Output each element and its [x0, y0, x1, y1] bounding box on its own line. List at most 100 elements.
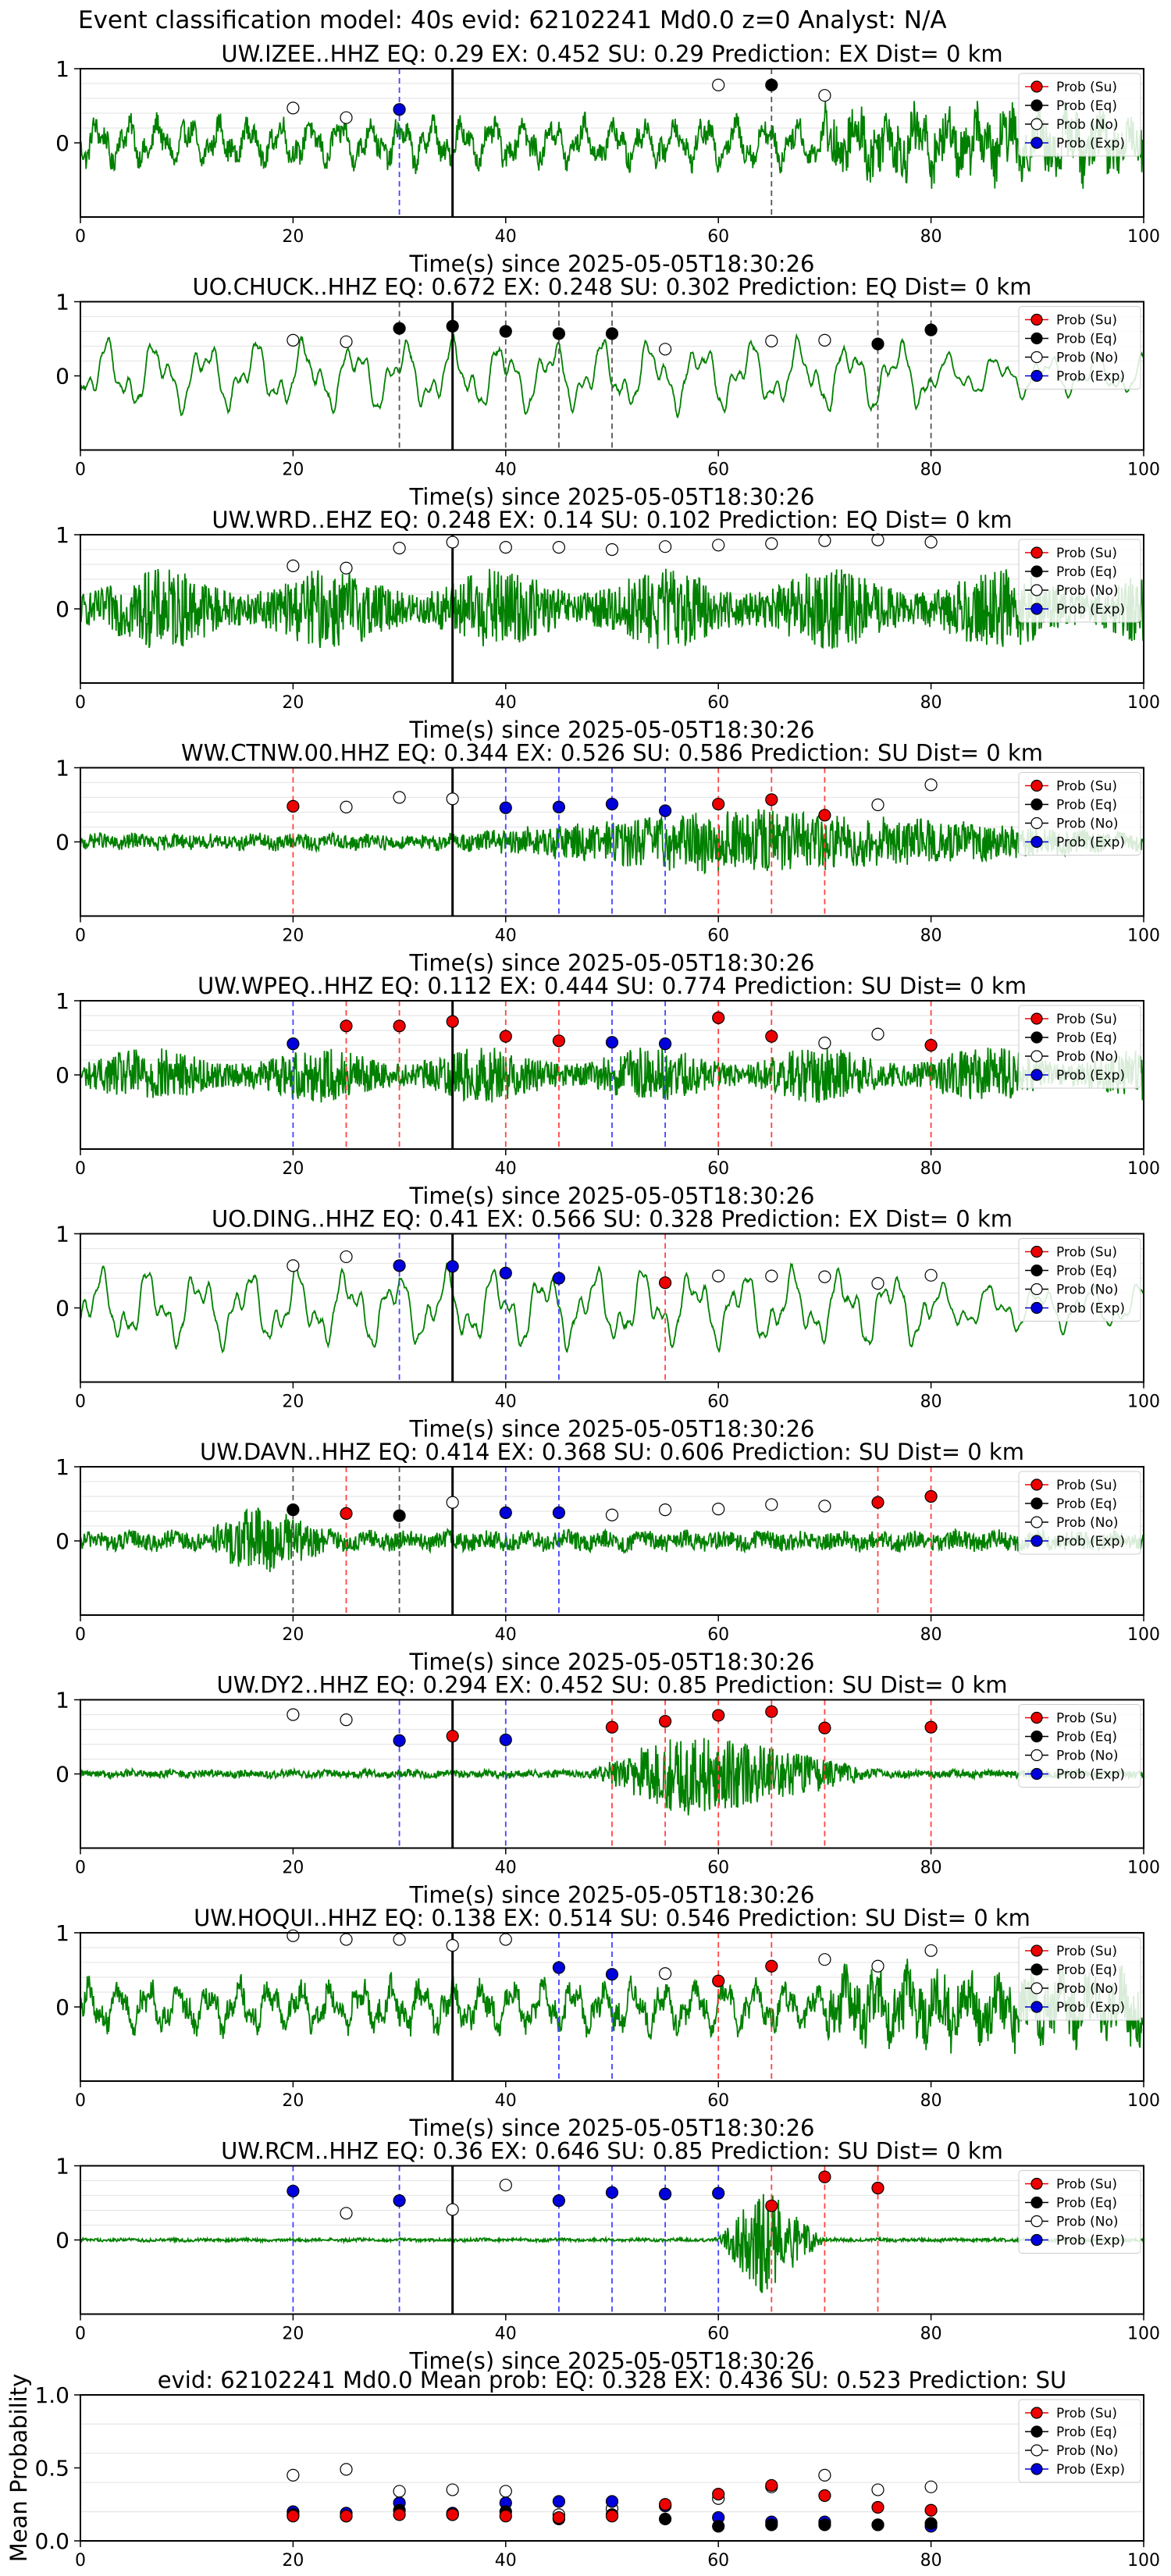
- prob-point-exp: [499, 801, 512, 814]
- legend-label: Prob (Su): [1056, 1012, 1117, 1027]
- prob-point-eq: [765, 78, 778, 92]
- legend-label: Prob (Eq): [1056, 1730, 1117, 1745]
- x-tick-label: 80: [920, 1159, 942, 1179]
- legend-marker-exp: [1030, 2233, 1043, 2247]
- x-tick-label: 20: [282, 693, 304, 713]
- prob-point-no: [287, 1929, 300, 1942]
- subplot-2: UW.WRD..EHZ EQ: 0.248 EX: 0.14 SU: 0.102…: [55, 507, 1160, 743]
- subplot-title: UW.DY2..HHZ EQ: 0.294 EX: 0.452 SU: 0.85…: [216, 1672, 1007, 1699]
- x-tick-label: 0: [75, 2325, 86, 2344]
- legend-label: Prob (No): [1056, 1981, 1119, 1997]
- prob-point-exp: [605, 797, 619, 811]
- x-axis-label: Time(s) since 2025-05-05T18:30:26: [409, 1649, 815, 1675]
- legend-box: [1018, 1238, 1141, 1322]
- prob-point-no: [924, 535, 938, 549]
- legend-label: Prob (Eq): [1056, 332, 1117, 347]
- prob-point-exp: [393, 2194, 406, 2208]
- legend-marker-no: [1030, 1982, 1043, 1994]
- prob-point-su: [552, 2510, 566, 2524]
- prob-point-su: [605, 2510, 619, 2523]
- subplot-3: WW.CTNW.00.HHZ EQ: 0.344 EX: 0.526 SU: 0…: [55, 740, 1160, 977]
- legend-label: Prob (No): [1056, 817, 1119, 832]
- x-tick-label: 40: [495, 927, 517, 946]
- y-tick-label: 0: [55, 364, 69, 390]
- waveform-trace: [80, 568, 1144, 649]
- legend-marker-no: [1030, 2444, 1043, 2457]
- subplot-5: UO.DING..HHZ EQ: 0.41 EX: 0.566 SU: 0.32…: [55, 1206, 1160, 1443]
- prob-point-exp: [658, 2187, 672, 2201]
- legend-marker-su: [1030, 1245, 1043, 1258]
- prob-point-no: [871, 1959, 884, 1973]
- prob-point-exp: [287, 2184, 300, 2197]
- legend: Prob (Su) Prob (Eq) Prob (No) Prob (Exp): [1018, 1471, 1141, 1555]
- y-tick-label: 1: [55, 56, 69, 82]
- legend-marker-su: [1030, 1012, 1043, 1025]
- prob-point-no: [765, 1269, 778, 1283]
- legend-marker-eq: [1030, 332, 1043, 345]
- y-tick-label: 1: [55, 522, 69, 548]
- x-tick-label: 60: [707, 693, 729, 713]
- legend: Prob (Su) Prob (Eq) Prob (No) Prob (Exp): [1018, 2399, 1141, 2483]
- waveform-trace: [80, 809, 1144, 875]
- subplot-title: UW.IZEE..HHZ EQ: 0.29 EX: 0.452 SU: 0.29…: [221, 41, 1002, 67]
- y-tick-label: 0: [55, 596, 69, 622]
- prob-point-su: [712, 797, 725, 811]
- x-tick-label: 100: [1127, 2091, 1160, 2111]
- prob-point-eq: [765, 2518, 778, 2532]
- legend-marker-eq: [1030, 1963, 1043, 1976]
- legend-box: [1018, 306, 1141, 390]
- legend-marker-su: [1030, 313, 1043, 326]
- x-tick-label: 100: [1127, 2325, 1160, 2344]
- prob-point-su: [712, 1709, 725, 1722]
- legend-label: Prob (Eq): [1056, 1030, 1117, 1046]
- legend: Prob (Su) Prob (Eq) Prob (No) Prob (Exp): [1018, 539, 1141, 623]
- legend-label: Prob (Su): [1056, 1711, 1117, 1727]
- legend-box: [1018, 2399, 1141, 2483]
- x-tick-label: 20: [282, 1393, 304, 1412]
- prob-point-su: [871, 1496, 884, 1509]
- prob-point-exp: [712, 2186, 725, 2200]
- subplot-title: UW.WRD..EHZ EQ: 0.248 EX: 0.14 SU: 0.102…: [212, 507, 1012, 533]
- prob-point-no: [924, 1268, 938, 1282]
- y-tick-label: 1.0: [34, 2382, 69, 2408]
- prob-point-eq: [499, 325, 512, 338]
- prob-point-no: [765, 334, 778, 347]
- x-tick-label: 60: [707, 2325, 729, 2344]
- x-axis-label: Time(s) since 2025-05-05T18:30:26: [409, 251, 815, 277]
- legend-label: Prob (Exp): [1056, 2000, 1125, 2016]
- x-tick-label: 100: [1127, 227, 1160, 247]
- legend-label: Prob (Eq): [1056, 2425, 1117, 2440]
- prob-point-eq: [924, 323, 938, 336]
- x-axis-label: Time(s) since 2025-05-05T18:30:26: [409, 2348, 815, 2375]
- prob-point-su: [658, 1714, 672, 1728]
- legend-marker-exp: [1030, 1301, 1043, 1315]
- x-tick-label: 0: [75, 227, 86, 247]
- x-tick-label: 0: [75, 1859, 86, 1878]
- y-tick-label: 0: [55, 1994, 69, 2020]
- legend-label: Prob (Eq): [1056, 2196, 1117, 2211]
- waveform-trace: [80, 2194, 1144, 2294]
- prob-point-no: [765, 537, 778, 550]
- prob-point-exp: [658, 1037, 672, 1051]
- prob-point-exp: [499, 1733, 512, 1746]
- prob-point-su: [712, 1011, 725, 1024]
- prob-point-no: [446, 1939, 459, 1952]
- prob-point-exp: [605, 2495, 619, 2508]
- subplot-4: UW.WPEQ..HHZ EQ: 0.112 EX: 0.444 SU: 0.7…: [55, 973, 1160, 1209]
- legend-label: Prob (Su): [1056, 313, 1117, 329]
- legend-marker-su: [1030, 2407, 1043, 2419]
- legend-marker-su: [1030, 779, 1043, 792]
- legend-label: Prob (Exp): [1056, 136, 1125, 151]
- legend-box: [1018, 1704, 1141, 1788]
- legend-box: [1018, 772, 1141, 856]
- y-tick-label: 0: [55, 830, 69, 856]
- prob-point-no: [658, 1503, 672, 1517]
- x-tick-label: 80: [920, 693, 942, 713]
- prob-point-exp: [393, 1734, 406, 1747]
- x-tick-label: 40: [495, 2551, 517, 2571]
- figure-suptitle: Event classification model: 40s evid: 62…: [78, 6, 947, 34]
- prob-point-su: [765, 2199, 778, 2212]
- prob-point-no: [499, 541, 512, 554]
- prob-point-eq: [605, 327, 619, 340]
- prob-point-no: [605, 543, 619, 557]
